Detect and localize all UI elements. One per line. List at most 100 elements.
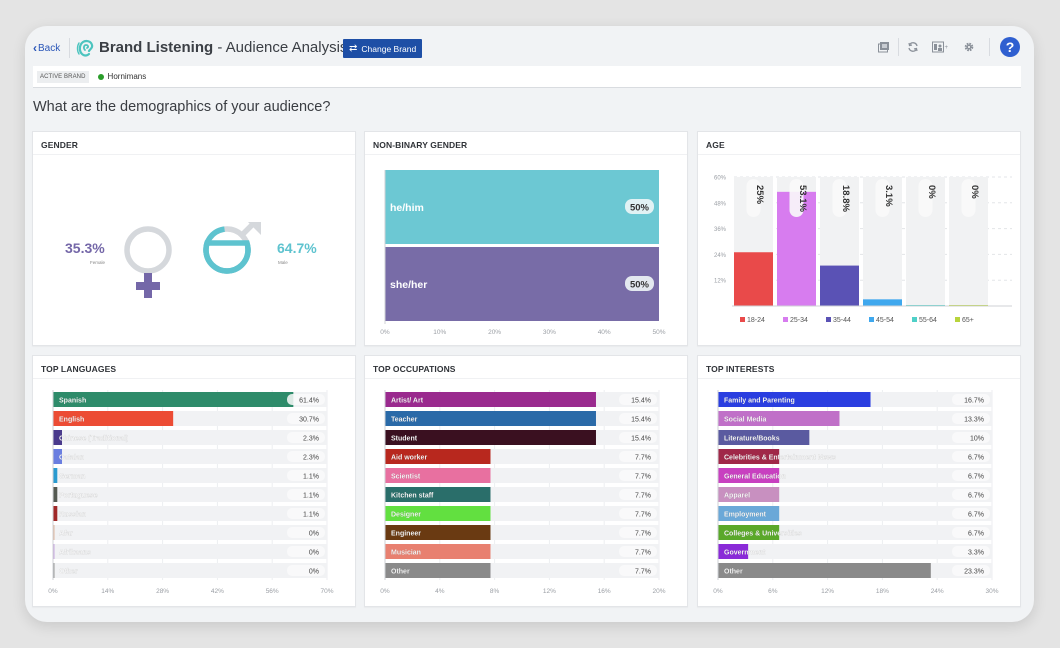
- value-label-bg: [287, 565, 325, 576]
- x-tick-label: 12%: [543, 588, 556, 595]
- value-label-bg: [619, 451, 657, 462]
- legend-swatch: [869, 317, 874, 322]
- bar-category-label: Social Media: [724, 417, 767, 424]
- value-label-bg: [619, 527, 657, 538]
- gender-symbols: [124, 222, 261, 298]
- bar: [385, 411, 596, 426]
- bar-track: [53, 487, 327, 502]
- bar: [734, 252, 773, 306]
- x-tick-label: 0%: [380, 588, 390, 595]
- bar-value-label: 6.7%: [968, 512, 984, 519]
- x-tick-label: 56%: [266, 588, 279, 595]
- bar: [385, 525, 491, 540]
- bar-track: [53, 468, 327, 483]
- help-button[interactable]: ?: [1000, 37, 1020, 57]
- bar: [53, 563, 55, 578]
- back-button[interactable]: ‹ Back: [33, 41, 60, 55]
- bar-track: [718, 487, 992, 502]
- bar-value-label: 15.4%: [631, 436, 651, 443]
- bar-category-label: German: [59, 474, 85, 481]
- value-label-bg: [619, 565, 657, 576]
- value-label-bg: [952, 470, 990, 481]
- divider: [989, 38, 990, 56]
- bar-track: [718, 544, 992, 559]
- bar-category-label: Other: [59, 569, 78, 576]
- bar-value-label: 7.7%: [635, 474, 651, 481]
- female-label: Female: [90, 260, 106, 265]
- bar-track: [53, 525, 327, 540]
- page-title: Brand Listening - Audience Analysis: [99, 39, 347, 56]
- bar-track: [53, 563, 327, 578]
- bar-category-label: Student: [391, 436, 418, 443]
- value-label-bg: [952, 432, 990, 443]
- bar: [53, 544, 55, 559]
- bar-value-label: 6.7%: [968, 455, 984, 462]
- bar-value-label: 53.1%: [797, 185, 808, 212]
- active-brand-tag: ACTIVE BRAND: [37, 70, 89, 83]
- bar: [385, 544, 491, 559]
- value-label-bg: [287, 451, 325, 462]
- value-label-bg: [952, 489, 990, 500]
- interests-chart: 0% 6% 12% 18% 24% 30% Family and Parenting 16.7…: [713, 390, 999, 595]
- bar-value-label: 2.3%: [303, 455, 319, 462]
- gear-icon[interactable]: [955, 37, 983, 57]
- bar-category-label: Kitchen staff: [391, 493, 434, 500]
- bar-category-label: General Education: [724, 474, 786, 481]
- bar-category-label: Government: [724, 550, 766, 557]
- bar-value-label: 23.3%: [964, 569, 984, 576]
- divider: [698, 378, 1020, 379]
- value-label-bg: [287, 546, 325, 557]
- divider: [365, 378, 687, 379]
- change-brand-button[interactable]: ⇄ Change Brand: [343, 39, 423, 58]
- bar-category-label: Portuguese: [59, 493, 98, 500]
- bar-value-label: 7.7%: [635, 455, 651, 462]
- value-label-bg: [287, 508, 325, 519]
- bar-category-label: Musician: [391, 550, 421, 557]
- bar: [718, 525, 780, 540]
- bar-category-label: Chinese (Traditional): [59, 436, 128, 443]
- bar-value-label: 0%: [309, 531, 319, 538]
- top-interests-card: TOP INTERESTS 0% 6% 12% 18% 24% 30% Family and…: [697, 355, 1021, 607]
- chevron-left-icon: ‹: [33, 41, 37, 55]
- value-label-bg: [619, 413, 657, 424]
- male-percentage: 64.7%: [277, 240, 317, 256]
- bar-category-label: Engineer: [391, 531, 421, 538]
- bar-value-label: 16.7%: [964, 398, 984, 405]
- gallery-icon[interactable]: [870, 37, 898, 57]
- bar-category-label: Employment: [724, 512, 767, 519]
- bar-category-label: Designer: [391, 512, 421, 519]
- female-percentage: 35.3%: [65, 240, 105, 256]
- bar-category-label: Afar: [59, 531, 73, 538]
- bar: [385, 247, 659, 321]
- bar: [718, 430, 810, 445]
- x-tick-label: 28%: [156, 588, 169, 595]
- y-tick-label: 48%: [714, 201, 727, 207]
- bar-value-label: 13.3%: [964, 417, 984, 424]
- bar: [385, 506, 491, 521]
- bar-category-label: Teacher: [391, 417, 418, 424]
- legend-swatch: [826, 317, 831, 322]
- legend-swatch: [955, 317, 960, 322]
- refresh-icon[interactable]: [899, 37, 927, 57]
- toolbar: + ?: [870, 37, 1020, 57]
- share-report-icon[interactable]: +: [927, 37, 955, 57]
- bar-category-label: Other: [724, 569, 743, 576]
- bar-category-label: Russian: [59, 512, 86, 519]
- card-title: AGE: [706, 140, 725, 150]
- bar: [718, 563, 931, 578]
- bar: [820, 265, 859, 306]
- x-tick-label: 50%: [652, 329, 665, 336]
- bar: [385, 392, 596, 407]
- bar-value-label: 7.7%: [635, 531, 651, 538]
- x-tick-label: 6%: [768, 588, 778, 595]
- bar: [53, 506, 58, 521]
- value-label-bg: [952, 565, 990, 576]
- bar: [863, 299, 902, 306]
- value-label-bg: [619, 489, 657, 500]
- value-label-bg: [832, 179, 847, 217]
- value-label-bg: [952, 508, 990, 519]
- bar: [718, 449, 780, 464]
- value-label-bg: [625, 276, 654, 291]
- value-label-bg: [619, 508, 657, 519]
- bar: [53, 525, 55, 540]
